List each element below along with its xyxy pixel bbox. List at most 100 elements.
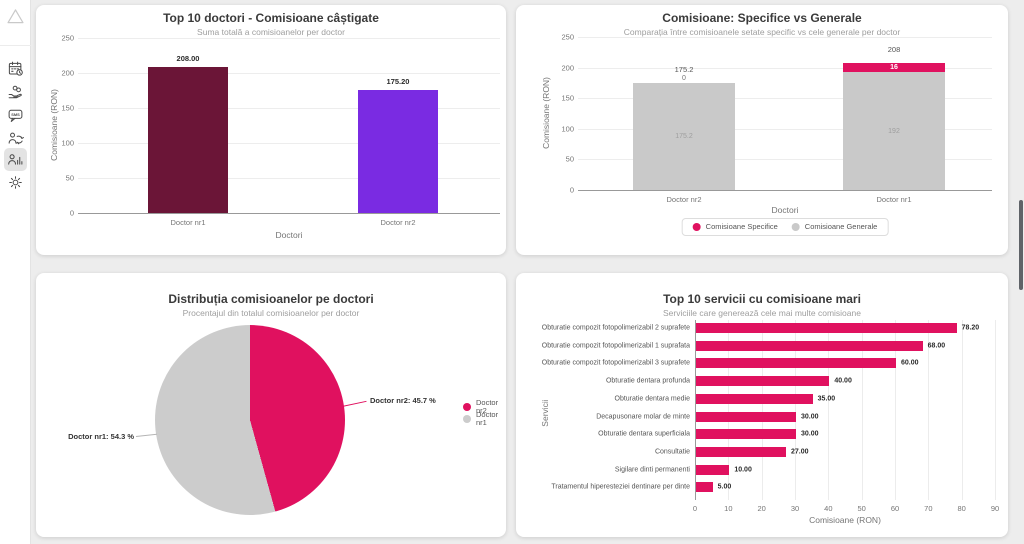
chart-legend: Comisioane Specifice Comisioane Generale [681, 218, 889, 236]
h-gridline [78, 108, 500, 109]
chart-title: Distribuția comisioanelor pe doctori [168, 292, 374, 306]
sidebar-item-payments[interactable] [4, 81, 27, 104]
v-gridline [995, 320, 996, 500]
x-tick-label: 40 [824, 504, 833, 513]
bar-chart-commissions-per-doctor: 0 50 100 150 200 250 208.00 Doctor nr1 175.20 Doc… [36, 5, 506, 255]
bar-obturatie-compozit-fotopolimerizabil-3-suprafete[interactable] [696, 358, 896, 369]
chart-subtitle: Comparația între comisioanele setate spe… [623, 27, 901, 37]
bar-obturatie-dentara-profunda[interactable] [696, 376, 830, 387]
sidebar: SMS [0, 0, 31, 544]
sidebar-item-statistics[interactable] [4, 148, 27, 171]
bar-value-label: 60.00 [901, 359, 919, 367]
v-gridline [795, 320, 796, 500]
bar-value-label: 40.00 [834, 377, 852, 385]
calendar-icon [8, 61, 23, 76]
card-top-services: Top 10 servicii cu comisioane mari Servi… [516, 273, 1008, 537]
pie-chart-commission-distribution: Doctor nr2: 45.7 % Doctor nr1: 54.3 % Doct… [36, 273, 506, 537]
x-axis-title: Doctori [275, 230, 303, 240]
bar-value-label: 5.00 [717, 483, 732, 491]
bar-value-label: 68.00 [927, 342, 946, 350]
x-tick-label: 90 [990, 504, 1000, 513]
segment-value-label: 175.2 [675, 132, 693, 140]
x-tick-label: 60 [890, 504, 900, 513]
legend-label: Doctor nr1 [476, 410, 499, 427]
x-tick-label: Doctor nr2 [666, 195, 702, 204]
v-gridline [828, 320, 830, 500]
legend-label: Doctor nr2 [476, 398, 499, 415]
stack-segment-comisioane-generale[interactable] [633, 82, 735, 190]
bar-value-label: 10.00 [734, 466, 752, 474]
bar-obturatie-dentara-superficiala[interactable] [696, 429, 796, 440]
bar-decapusonare-molar-de-minte[interactable] [696, 411, 796, 422]
x-tick-label: 80 [957, 504, 966, 513]
legend-color-dot [463, 402, 471, 411]
y-tick-label: 250 [561, 32, 574, 42]
pie-chart[interactable] [155, 325, 345, 515]
v-gridline [761, 320, 763, 500]
stack-segment-comisioane-generale[interactable] [843, 72, 945, 190]
x-tick-label: 0 [692, 504, 698, 513]
y-tick-label: 250 [61, 33, 74, 43]
chart-subtitle: Suma totală a comisioanelor per doctor [197, 27, 345, 37]
x-tick-label: 10 [724, 504, 733, 513]
y-axis-line [695, 320, 696, 500]
x-tick-label: Doctor nr1 [170, 218, 206, 227]
y-tick-label: 150 [561, 93, 574, 103]
category-label: Tratamentul hiperesteziei dentinare per … [551, 483, 690, 491]
legend-label: Comisioane Generale [804, 222, 878, 232]
x-tick-label: Doctor nr1 [876, 195, 912, 204]
scrollbar-thumb[interactable] [1019, 200, 1023, 290]
category-label: Decapusonare molar de minte [596, 413, 690, 420]
bar-sigilare-dinti-permanenti[interactable] [696, 464, 730, 475]
stacked-bar-chart-specific-vs-general: 0 50 100 150 200 250 175.2 0 175.2 Doctor nr2 192 1… [516, 5, 1008, 255]
segment-value-label: 192 [888, 127, 900, 135]
y-tick-label: 150 [61, 103, 74, 113]
legend-item-comisioane-specifice[interactable]: Comisioane Specifice [692, 223, 778, 231]
app-logo-icon[interactable] [5, 6, 26, 27]
sidebar-item-calendar[interactable] [4, 57, 27, 80]
card-specific-vs-general: Comisioane: Specifice vs Generale Compar… [516, 5, 1008, 255]
settings-icon [9, 176, 22, 189]
legend-item-comisioane-generale[interactable]: Comisioane Generale [791, 222, 878, 232]
bar-value-label: 30.00 [801, 413, 819, 420]
h-gridline [578, 37, 992, 38]
category-label: Obturatie dentara superficiala [598, 430, 690, 438]
sidebar-item-patient-transfer[interactable] [4, 127, 27, 150]
h-gridline [578, 67, 992, 69]
bar-doctor-nr2[interactable] [358, 90, 438, 213]
bar-value-label: 208.00 [176, 54, 200, 64]
bar-consultatie[interactable] [696, 446, 786, 457]
x-axis-title: Doctori [771, 205, 799, 215]
h-gridline [578, 98, 992, 100]
h-gridline [578, 159, 992, 161]
h-gridline [78, 73, 500, 74]
category-label: Obturatie dentara medie [614, 395, 691, 403]
x-axis-line [78, 213, 500, 214]
card-top-doctors: Top 10 doctori - Comisioane câștigate Su… [36, 5, 506, 255]
category-label: Obturatie compozit fotopolimerizabil 3 s… [541, 359, 690, 367]
sidebar-item-settings[interactable] [4, 171, 27, 194]
chart-subtitle: Serviciile care generează cele mai multe… [663, 308, 861, 318]
stack-segment-comisioane-specifice[interactable] [843, 62, 945, 73]
bar-obturatie-compozit-fotopolimerizabil-2-suprafete[interactable] [696, 323, 957, 333]
legend-item-doctor-nr1[interactable]: Doctor nr1 [463, 411, 506, 426]
bar-obturatie-dentara-medie[interactable] [696, 393, 813, 404]
chart-subtitle: Procentajul din totalul comisioanelor pe… [182, 308, 360, 318]
v-gridline [928, 320, 930, 500]
bar-doctor-nr1[interactable] [148, 67, 228, 213]
sms-icon: SMS [8, 109, 23, 122]
x-tick-label: 20 [757, 504, 766, 513]
bar-obturatie-compozit-fotopolimerizabil-1-suprafata[interactable] [696, 340, 923, 351]
legend-color-dot [692, 223, 701, 231]
stack-total-label: 208 [887, 44, 901, 54]
legend-item-doctor-nr2[interactable]: Doctor nr2 [463, 399, 506, 414]
bar-tratamentul-hiperesteziei-dentinare-per-dinte[interactable] [696, 482, 713, 493]
bar-value-label: 78.20 [961, 324, 980, 332]
card-commission-distribution: Distribuția comisioanelor pe doctori Pro… [36, 273, 506, 537]
patient-transfer-icon [8, 132, 24, 145]
sidebar-item-sms[interactable]: SMS [4, 104, 27, 127]
pie-callout-line [341, 400, 367, 407]
category-label: Obturatie compozit fotopolimerizabil 2 s… [541, 324, 690, 332]
h-gridline [78, 143, 500, 144]
